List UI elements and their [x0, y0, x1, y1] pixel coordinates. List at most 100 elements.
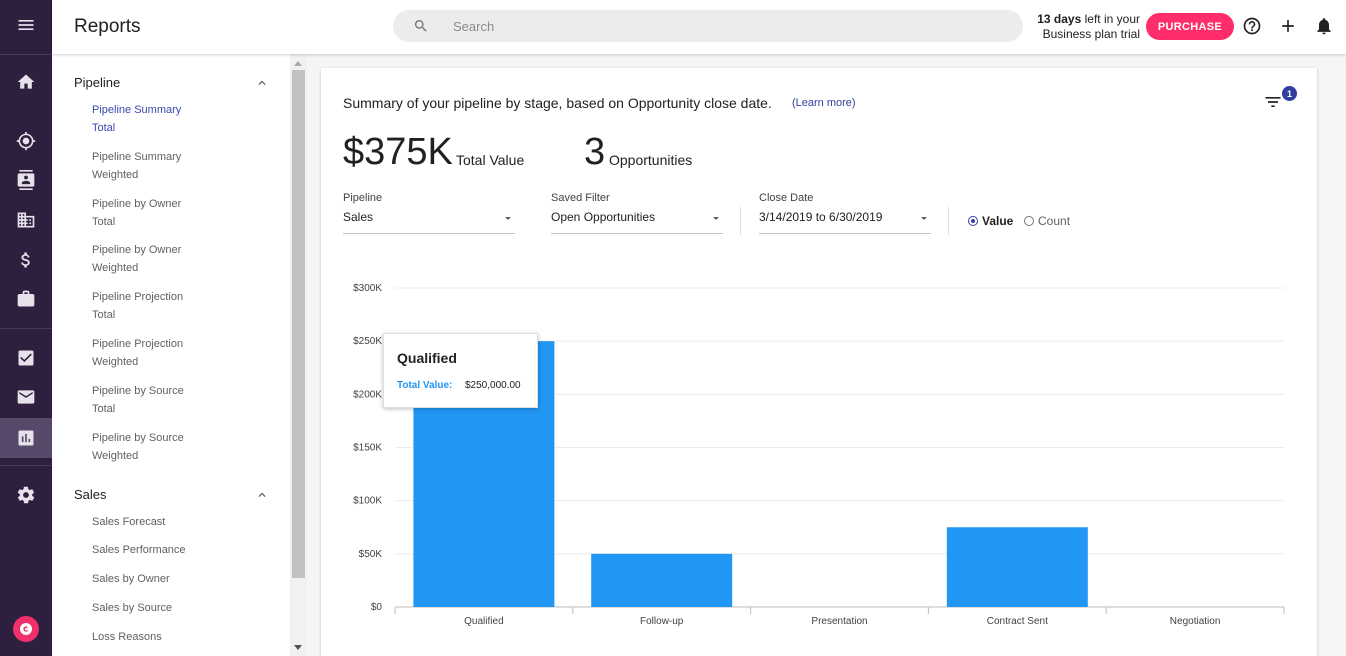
- nav-section-pipeline[interactable]: Pipeline: [74, 75, 121, 90]
- nav-item-pipeline-summary-total[interactable]: Pipeline Summary Total: [92, 101, 181, 137]
- nav-item-pipeline-projection-total[interactable]: Pipeline Projection Total: [92, 288, 183, 324]
- count-radio-label: Count: [1038, 214, 1071, 228]
- x-tick-label: Negotiation: [1170, 616, 1221, 627]
- scroll-up-arrow-icon[interactable]: [294, 61, 302, 66]
- trial-plan: Business plan trial: [1042, 27, 1140, 41]
- filter-separator: [740, 207, 741, 235]
- count-radio[interactable]: Count: [1024, 214, 1070, 228]
- scroll-thumb[interactable]: [292, 70, 305, 578]
- pipeline-bar-chart: $0 $50K $100K $150K $200K $250K $300K Qualified…: [353, 283, 1285, 627]
- tooltip-title: Qualified: [397, 350, 457, 366]
- bell-icon[interactable]: [1313, 15, 1335, 37]
- nav-item-line2: Total: [92, 216, 116, 228]
- saved-filter-label: Saved Filter: [551, 192, 610, 204]
- target-icon[interactable]: [0, 121, 52, 161]
- total-value: $375K: [343, 131, 453, 173]
- nav-item-pipeline-by-owner-weighted[interactable]: Pipeline by Owner Weighted: [92, 241, 181, 277]
- nav-item-sales-by-owner[interactable]: Sales by Owner: [92, 573, 170, 585]
- learn-more-link[interactable]: (Learn more): [792, 97, 856, 109]
- filter-count-badge: 1: [1282, 86, 1297, 101]
- y-tick-label: $200K: [353, 389, 382, 400]
- trial-days: 13 days: [1037, 12, 1082, 26]
- copper-logo-icon[interactable]: [13, 616, 39, 642]
- y-tick-label: $150K: [353, 443, 382, 454]
- app-rail: [0, 0, 52, 656]
- briefcase-icon[interactable]: [0, 279, 52, 319]
- nav-item-sales-by-source[interactable]: Sales by Source: [92, 602, 173, 614]
- nav-item-pipeline-projection-weighted[interactable]: Pipeline Projection Weighted: [92, 335, 183, 371]
- tooltip-value: $250,000.00: [465, 380, 521, 391]
- tooltip-key: Total Value:: [397, 380, 453, 391]
- nav-item-line2: Total: [92, 309, 116, 321]
- nav-item-sales-forecast[interactable]: Sales Forecast: [92, 516, 166, 528]
- pipeline-value: Sales: [343, 210, 374, 224]
- nav-item-line1: Pipeline Projection: [92, 291, 184, 303]
- nav-item-pipeline-by-source-weighted[interactable]: Pipeline by Source Weighted: [92, 429, 184, 465]
- nav-item-line1: Pipeline by Owner: [92, 244, 182, 256]
- purchase-button[interactable]: PURCHASE: [1146, 13, 1234, 40]
- plus-icon[interactable]: [1277, 15, 1299, 37]
- chart-tooltip: Qualified Total Value: $250,000.00: [383, 333, 538, 408]
- nav-item-line2: Weighted: [92, 262, 139, 274]
- home-icon[interactable]: [0, 62, 52, 102]
- search-bar[interactable]: [393, 10, 1023, 42]
- value-radio[interactable]: Value: [968, 214, 1013, 228]
- chart-bar[interactable]: [946, 527, 1088, 607]
- caret-down-icon: [505, 217, 511, 220]
- nav-item-line2: Weighted: [92, 169, 139, 181]
- mail-icon[interactable]: [0, 377, 52, 417]
- trial-text: left in your: [1081, 12, 1140, 26]
- chart-bar[interactable]: [591, 553, 733, 607]
- help-icon[interactable]: [1241, 15, 1263, 37]
- nav-scrollbar[interactable]: [290, 54, 307, 656]
- nav-item-line1: Pipeline Projection: [92, 338, 184, 350]
- y-tick-label: $100K: [353, 496, 382, 507]
- checkbox-icon[interactable]: [0, 338, 52, 378]
- y-tick-label: $300K: [353, 283, 382, 294]
- pipeline-label: Pipeline: [343, 192, 383, 204]
- nav-item-line2: Total: [92, 403, 116, 415]
- nav-item-line1: Pipeline Summary: [92, 151, 182, 163]
- nav-item-pipeline-by-source-total[interactable]: Pipeline by Source Total: [92, 382, 184, 418]
- close-date-select[interactable]: 3/14/2019 to 6/30/2019: [759, 208, 931, 234]
- bar-chart-icon[interactable]: [0, 418, 52, 458]
- reports-nav: Pipeline Pipeline Summary Total Pipeline…: [52, 54, 290, 656]
- nav-item-pipeline-by-owner-total[interactable]: Pipeline by Owner Total: [92, 195, 181, 231]
- page-title: Reports: [74, 16, 141, 37]
- contacts-icon[interactable]: [0, 160, 52, 200]
- chevron-up-icon[interactable]: [255, 76, 269, 90]
- chevron-up-icon[interactable]: [255, 488, 269, 502]
- nav-item-line2: Weighted: [92, 450, 139, 462]
- nav-item-pipeline-summary-weighted[interactable]: Pipeline Summary Weighted: [92, 148, 181, 184]
- dollar-icon[interactable]: [0, 240, 52, 280]
- rail-divider: [0, 465, 52, 466]
- scroll-down-arrow-icon[interactable]: [294, 645, 302, 650]
- nav-item-line1: Pipeline by Source: [92, 432, 184, 444]
- report-summary: Summary of your pipeline by stage, based…: [343, 95, 772, 111]
- gear-icon[interactable]: [0, 475, 52, 515]
- rail-divider: [0, 54, 52, 55]
- y-tick-label: $250K: [353, 336, 382, 347]
- opportunities-label: Opportunities: [609, 152, 693, 168]
- x-tick-label: Contract Sent: [987, 616, 1048, 627]
- menu-icon[interactable]: [0, 5, 52, 45]
- caret-down-icon: [713, 217, 719, 220]
- nav-item-line1: Pipeline by Source: [92, 385, 184, 397]
- opportunities-count: 3: [584, 131, 606, 173]
- filter-icon[interactable]: [1263, 92, 1285, 114]
- nav-item-sales-performance[interactable]: Sales Performance: [92, 544, 186, 556]
- pipeline-select[interactable]: Sales: [343, 208, 515, 234]
- close-date-value: 3/14/2019 to 6/30/2019: [759, 210, 883, 224]
- saved-filter-select[interactable]: Open Opportunities: [551, 208, 723, 234]
- building-icon[interactable]: [0, 200, 52, 240]
- rail-divider: [0, 328, 52, 329]
- y-tick-label: $0: [371, 602, 383, 613]
- nav-item-line1: Pipeline Summary: [92, 104, 182, 116]
- top-header: Reports 13 days left in your Business pl…: [52, 0, 1346, 54]
- x-tick-label: Qualified: [464, 616, 503, 627]
- nav-item-loss-reasons[interactable]: Loss Reasons: [92, 631, 162, 643]
- nav-item-line2: Weighted: [92, 356, 139, 368]
- nav-section-sales[interactable]: Sales: [74, 487, 107, 502]
- search-input[interactable]: [453, 16, 993, 36]
- value-radio-label: Value: [982, 214, 1014, 228]
